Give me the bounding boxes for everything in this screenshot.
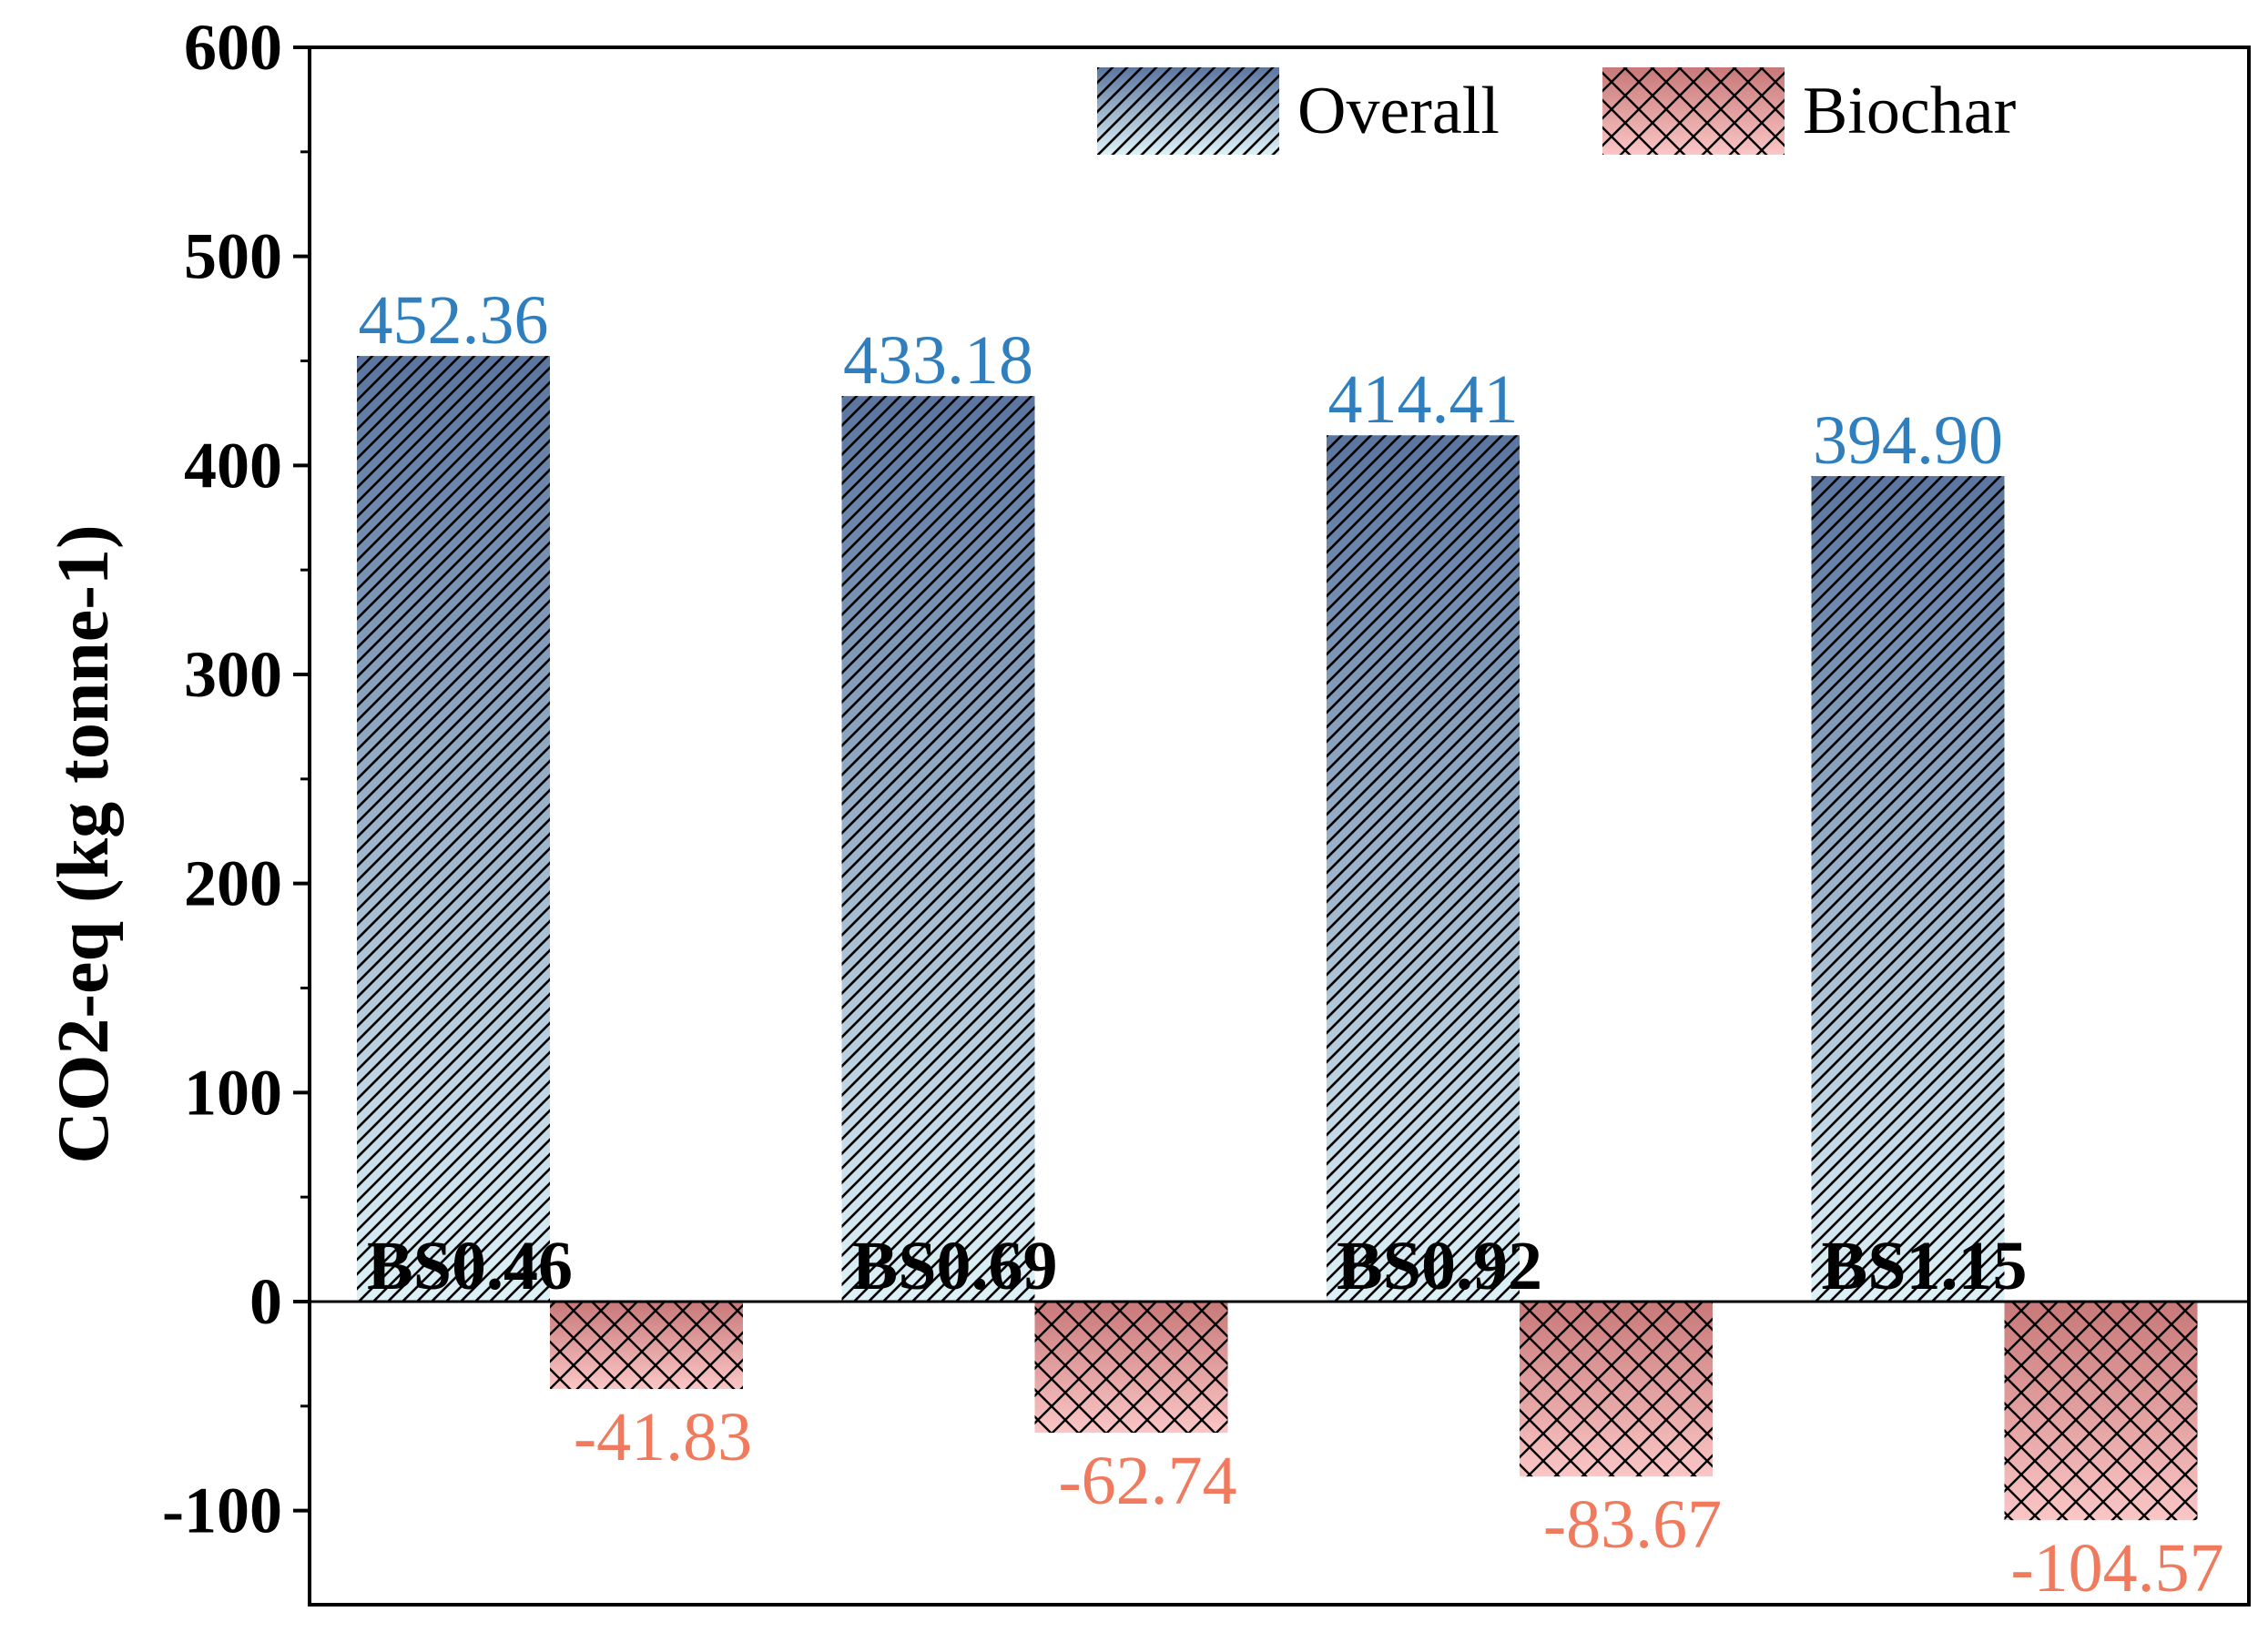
overall-bar-hatch-BS0.92 bbox=[1327, 435, 1520, 1302]
overall-value-label: 452.36 bbox=[359, 282, 549, 359]
biochar-value-label: -41.83 bbox=[574, 1399, 752, 1475]
y-tick-label: 200 bbox=[184, 847, 282, 920]
category-label: BS1.15 bbox=[1822, 1228, 2028, 1304]
legend-swatch-hatch-overall bbox=[1097, 67, 1279, 155]
legend-swatch-hatch-biochar bbox=[1602, 67, 1785, 155]
plot-frame bbox=[308, 46, 2251, 1607]
overall-value-label: 433.18 bbox=[843, 322, 1033, 399]
biochar-bar-hatch-BS0.46 bbox=[550, 1301, 743, 1390]
legend-label-biochar: Biochar bbox=[1803, 74, 2016, 148]
biochar-value-label: -104.57 bbox=[2010, 1530, 2223, 1607]
y-tick-label: -100 bbox=[162, 1475, 282, 1547]
y-tick-label: 100 bbox=[184, 1056, 282, 1129]
y-tick-label: 600 bbox=[184, 11, 282, 84]
overall-bar-hatch-BS1.15 bbox=[1811, 476, 2005, 1302]
category-label: BS0.46 bbox=[367, 1228, 573, 1304]
y-tick-label: 500 bbox=[184, 220, 282, 293]
biochar-bar-hatch-BS0.69 bbox=[1034, 1301, 1228, 1434]
biochar-bar-hatch-BS1.15 bbox=[2004, 1301, 2198, 1521]
y-axis-title: CO2-eq (kg tonne-1) bbox=[44, 524, 124, 1163]
overall-bar-hatch-BS0.46 bbox=[357, 356, 550, 1302]
overall-value-label: 414.41 bbox=[1328, 361, 1519, 438]
biochar-bar-hatch-BS0.92 bbox=[1520, 1301, 1713, 1477]
biochar-value-label: -83.67 bbox=[1543, 1486, 1722, 1563]
category-label: BS0.69 bbox=[852, 1228, 1058, 1304]
y-tick-label: 400 bbox=[184, 429, 282, 502]
biochar-value-label: -62.74 bbox=[1058, 1443, 1236, 1519]
overall-bar-hatch-BS0.69 bbox=[841, 396, 1035, 1302]
y-tick-label: 300 bbox=[184, 638, 282, 711]
overall-value-label: 394.90 bbox=[1813, 402, 2003, 479]
legend-label-overall: Overall bbox=[1297, 74, 1500, 148]
y-tick-label: 0 bbox=[249, 1265, 282, 1338]
category-label: BS0.92 bbox=[1337, 1228, 1542, 1304]
